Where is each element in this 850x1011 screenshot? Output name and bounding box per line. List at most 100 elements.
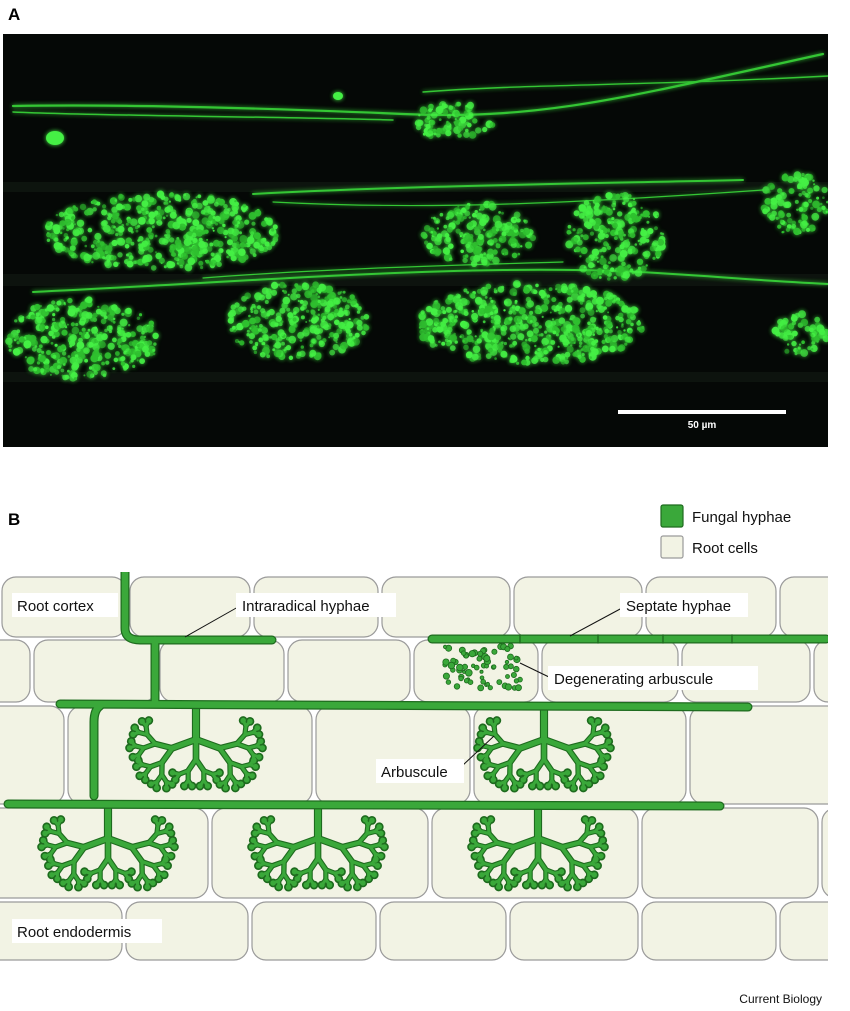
fluorescent-spot [546, 334, 552, 340]
fluorescent-spot [136, 205, 142, 211]
fluorescent-spot [121, 312, 125, 316]
fluorescent-spot [152, 348, 156, 352]
fluorescent-spot [468, 112, 474, 117]
fluorescent-spot [579, 301, 584, 305]
fluorescent-spot [93, 370, 98, 375]
fluorescent-spot [785, 227, 791, 232]
fluorescent-spot [420, 310, 425, 315]
fluorescent-spot [433, 317, 440, 324]
fluorescent-spot [783, 201, 790, 208]
fluorescent-spot [582, 345, 590, 353]
root-cell [689, 705, 828, 805]
fluorescent-spot [441, 341, 446, 346]
fluorescent-spot [211, 227, 214, 230]
fluorescent-spot [102, 224, 111, 233]
fluorescent-spot [283, 284, 287, 288]
fluorescent-spot [525, 355, 530, 361]
fluorescent-spot [654, 226, 658, 231]
fluorescent-spot [236, 221, 240, 225]
panel-a-letter: A [8, 5, 21, 24]
root-cell [0, 639, 31, 703]
fluorescent-spot [70, 322, 75, 327]
fluorescent-spot [178, 198, 182, 202]
fluorescent-spot [202, 200, 209, 206]
fluorescent-spot [787, 175, 795, 184]
fluorescent-spot [446, 333, 452, 340]
fluorescent-spot [429, 338, 435, 344]
fluorescent-spot [459, 335, 462, 338]
fluorescent-spot [791, 321, 797, 326]
fluorescent-spot [8, 348, 12, 352]
fluorescent-spot [332, 343, 339, 351]
fluorescent-spot [610, 229, 617, 236]
fluorescent-spot [569, 318, 572, 321]
fluorescent-spot [418, 313, 426, 321]
fluorescent-spot [822, 196, 825, 199]
fluorescent-spot [474, 335, 477, 338]
fluorescent-spot [246, 333, 250, 337]
fluorescent-spot [68, 249, 74, 256]
fluorescent-spot [777, 318, 784, 326]
fluorescent-spot [483, 313, 488, 318]
fluorescent-spot [591, 298, 599, 305]
fluorescent-spot [414, 119, 422, 127]
fluorescent-spot [69, 340, 76, 347]
fluorescent-spot [489, 258, 492, 261]
fluorescent-spot [136, 316, 141, 320]
root-cell [379, 901, 507, 961]
fluorescent-spot [76, 341, 85, 350]
fluorescent-spot [317, 313, 321, 317]
fluorescent-spot [49, 373, 52, 376]
fluorescent-spot [329, 349, 336, 356]
fluorescent-spot [558, 317, 566, 325]
fluorescent-spot [617, 330, 622, 335]
fluorescent-spot [143, 335, 147, 338]
fluorescent-spot [165, 214, 169, 217]
fluorescent-spot [560, 326, 567, 332]
fluorescent-spot [14, 319, 18, 323]
fluorescent-spot [111, 312, 115, 316]
fluorescent-spot [46, 221, 51, 226]
fluorescent-spot [791, 224, 797, 229]
fluorescent-spot [778, 210, 784, 217]
fluorescent-spot [163, 196, 169, 202]
fluorescent-spot [113, 261, 119, 267]
fluorescent-spot [578, 213, 585, 219]
fluorescent-spot [467, 109, 471, 113]
fluorescent-spot [169, 244, 177, 251]
fluorescent-spot [60, 368, 65, 373]
root-cell [509, 901, 639, 961]
fluorescent-spot [618, 316, 624, 323]
fluorescent-spot [61, 329, 68, 336]
fluorescent-spot [54, 237, 59, 242]
fluorescent-spot [317, 305, 322, 309]
fluorescent-spot [242, 203, 247, 208]
fluorescent-spot [520, 228, 524, 233]
fluorescent-spot [144, 351, 151, 357]
fluorescent-spot [160, 197, 164, 200]
fluorescent-spot [463, 238, 469, 244]
fluorescent-spot [54, 369, 60, 375]
fluorescent-spot [459, 298, 468, 306]
fluorescent-spot [592, 294, 597, 299]
fluorescent-spot [206, 195, 215, 204]
fluorescent-spot [116, 203, 123, 211]
fluorescent-spot [363, 314, 370, 320]
root-cell [779, 901, 828, 961]
fluorescent-spot [317, 299, 321, 304]
fluorescent-spot [286, 307, 291, 312]
fluorescent-spot [265, 293, 272, 300]
fluorescent-spot [79, 203, 87, 211]
fluorescent-spot [449, 345, 456, 351]
fluorescent-spot [480, 286, 489, 295]
fluorescent-spot [63, 363, 66, 366]
fluorescent-spot [65, 326, 68, 329]
fluorescent-spot [579, 264, 588, 273]
fluorescent-spot [606, 245, 611, 250]
fluorescent-spot [460, 249, 465, 254]
fluorescent-spot [248, 212, 257, 220]
fluorescent-spot [595, 326, 599, 331]
fluorescent-spot [186, 217, 192, 223]
fluorescent-spot [333, 297, 341, 305]
fluorescent-spot [115, 351, 120, 356]
